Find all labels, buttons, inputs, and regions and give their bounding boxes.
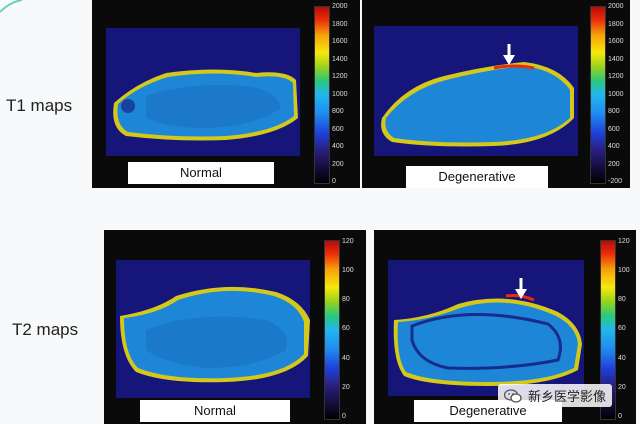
- t1-normal-caption: Normal: [128, 162, 274, 184]
- row-label-t2: T2 maps: [12, 320, 79, 339]
- tick: 2000: [608, 3, 624, 10]
- tick: 1800: [608, 20, 624, 28]
- tick: 1800: [332, 20, 348, 28]
- t2-normal-panel: Normal 120 100 80 60 40 20 0: [104, 230, 366, 424]
- tick: 400: [332, 143, 344, 150]
- tick: 100: [618, 267, 630, 275]
- t1-normal-colorbar-ticks: 2000 1800 1600 1400 1200 1000 800 600 40…: [332, 3, 348, 185]
- t1-normal-image: [106, 28, 300, 156]
- tick: 0: [332, 178, 336, 185]
- tick: 1400: [608, 55, 624, 63]
- corner-decoration: [0, 0, 22, 13]
- tick: 1000: [332, 90, 348, 98]
- tick: 120: [618, 238, 630, 245]
- row-label-t1: T1 maps: [6, 96, 73, 115]
- t1-degenerative-image: [374, 26, 578, 156]
- tick: 60: [618, 325, 626, 333]
- tick: 400: [608, 143, 620, 150]
- tick: 800: [608, 108, 620, 115]
- tick: 1000: [608, 90, 624, 98]
- tick: 2000: [332, 3, 348, 10]
- tick: 200: [608, 160, 620, 168]
- tick: 0: [618, 412, 622, 420]
- t1-degenerative-panel: Degenerative 2000 1800 1600 1400 1200 10…: [362, 0, 630, 188]
- tick: 40: [342, 354, 350, 362]
- t1-degenerative-colorbar-ticks: 2000 1800 1600 1400 1200 1000 800 600 40…: [608, 3, 624, 185]
- t1-degenerative-colorbar: [590, 6, 606, 184]
- tick: 600: [332, 125, 344, 133]
- tick: 600: [608, 125, 620, 133]
- t1-degenerative-caption: Degenerative: [406, 166, 548, 188]
- t1-degenerative-arrow-icon: [503, 44, 515, 65]
- t2-degenerative-image: [388, 260, 584, 396]
- tick: 1200: [332, 73, 348, 80]
- tick: 1200: [608, 73, 624, 80]
- t2-normal-colorbar: [324, 240, 340, 420]
- tick: -200: [608, 178, 623, 185]
- tick: 20: [342, 383, 350, 391]
- tick: 200: [332, 160, 344, 168]
- wechat-icon: [504, 388, 522, 403]
- tick: 1400: [332, 55, 348, 63]
- t1-normal-colorbar: [314, 6, 330, 184]
- tick: 40: [618, 354, 626, 362]
- tick: 1600: [332, 38, 348, 45]
- t2-normal-caption: Normal: [140, 400, 290, 422]
- watermark: 新乡医学影像: [498, 384, 613, 407]
- watermark-text: 新乡医学影像: [528, 390, 607, 405]
- tick: 20: [618, 383, 626, 391]
- tick: 80: [618, 296, 626, 304]
- tick: 100: [342, 267, 354, 275]
- tick: 80: [342, 296, 350, 304]
- tick: 0: [342, 412, 346, 420]
- t2-normal-image: [116, 260, 310, 398]
- tick: 800: [332, 108, 344, 115]
- t2-degenerative-arrow-icon: [515, 278, 527, 299]
- t2-degenerative-colorbar-ticks: 120 100 80 60 40 20 0: [618, 238, 630, 420]
- t2-degenerative-colorbar: [600, 240, 616, 420]
- tick: 1600: [608, 38, 624, 45]
- t2-normal-colorbar-ticks: 120 100 80 60 40 20 0: [342, 238, 354, 420]
- tick: 120: [342, 238, 354, 245]
- t2-degenerative-panel: Degenerative 120 100 80 60 40 20 0: [374, 230, 636, 424]
- t1-normal-panel: Normal 2000 1800 1600 1400 1200 1000 800…: [92, 0, 360, 188]
- tick: 60: [342, 325, 350, 333]
